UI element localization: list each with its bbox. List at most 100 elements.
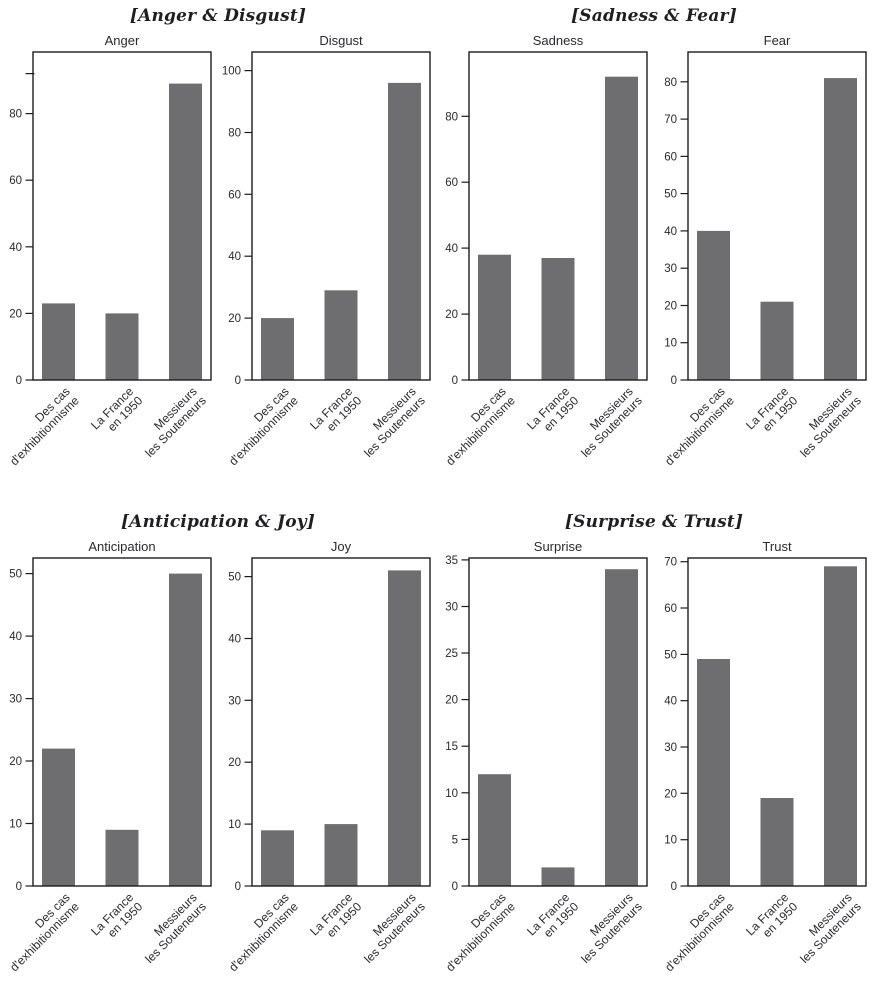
chart-group-surprise-trust: [Surprise & Trust] Surprise 0 5 10 15 20 25 30 3… <box>436 510 872 990</box>
x-category-label: Des casd'exhibitionnisme <box>0 384 82 468</box>
bar <box>760 798 793 886</box>
x-category-label: Des casd'exhibitionnisme <box>216 384 300 468</box>
bar <box>260 830 294 886</box>
x-category-label: Des casd'exhibitionnisme <box>216 890 300 974</box>
y-tick-label: 0 <box>451 881 457 893</box>
plot-border <box>686 557 867 887</box>
x-category-label: Des casd'exhibitionnisme <box>652 384 736 468</box>
y-tick-label: 60 <box>664 151 677 163</box>
plot-border <box>250 557 431 887</box>
x-category-label: Des casd'exhibitionnisme <box>652 890 736 974</box>
y-tick-label: 30 <box>664 742 677 754</box>
y-tick-label: 40 <box>664 696 677 708</box>
chart-title: Anticipation <box>88 539 155 554</box>
y-tick-label: 10 <box>9 819 22 831</box>
bar <box>168 83 202 380</box>
bar <box>387 570 421 886</box>
y-tick-label: 0 <box>670 881 676 893</box>
y-tick-label: 0 <box>15 375 21 387</box>
bar <box>41 748 75 886</box>
x-category-label: La Franceen 1950 <box>307 384 365 442</box>
bar <box>41 303 75 380</box>
bar-chart-fear: Fear 0 10 20 30 40 50 60 70 80 Des casd'exhibition… <box>658 32 870 484</box>
bar <box>324 290 357 380</box>
bar <box>696 659 730 886</box>
y-tick-label: 70 <box>664 557 677 569</box>
bar-chart-svg: Anger 0 20 40 60 80 Des casd'exhibitionnisme La… <box>0 33 212 468</box>
y-tick-label: 100 <box>221 66 240 78</box>
bar <box>604 569 638 886</box>
x-category-label: La Franceen 1950 <box>88 384 146 442</box>
chart-pair: Anticipation 0 10 20 30 40 50 Des casd'exhibiti… <box>0 538 436 990</box>
y-tick-label: 30 <box>664 263 677 275</box>
chart-title: Fear <box>763 33 790 48</box>
y-tick-label: 40 <box>228 251 241 263</box>
bar-chart-surprise: Surprise 0 5 10 15 20 25 30 35 Des casd'exhibitio… <box>439 538 651 990</box>
x-category-label: Messieursles Souteneurs <box>133 890 209 966</box>
bar <box>760 301 793 380</box>
bar <box>823 78 857 380</box>
plot-border <box>467 51 648 381</box>
y-tick-label: 80 <box>9 109 22 121</box>
x-category-label: La Franceen 1950 <box>524 890 582 948</box>
bar <box>105 829 138 886</box>
y-tick-label: 20 <box>228 313 241 325</box>
x-category-label: Messieursles Souteneurs <box>569 890 645 966</box>
x-category-label: La Franceen 1950 <box>524 384 582 442</box>
bar-chart-sadness: Sadness 0 20 40 60 80 Des casd'exhibitionnisme… <box>439 32 651 484</box>
chart-group-anger-disgust: [Anger & Disgust] Anger 0 20 40 60 80 Des casd… <box>0 4 436 484</box>
chart-pair: Surprise 0 5 10 15 20 25 30 35 Des casd'exhibitio… <box>436 538 872 990</box>
y-tick-label: 80 <box>445 111 458 123</box>
bar <box>477 254 511 380</box>
chart-title: Disgust <box>319 33 363 48</box>
y-tick-label: 35 <box>445 555 458 567</box>
y-tick-label: 80 <box>228 128 241 140</box>
y-tick-label: 40 <box>9 631 22 643</box>
y-tick-label: 10 <box>445 788 458 800</box>
chart-title: Surprise <box>533 539 581 554</box>
y-tick-label: 60 <box>664 603 677 615</box>
y-tick-label: 50 <box>228 572 241 584</box>
y-tick-label: 20 <box>228 757 241 769</box>
x-category-label: Messieursles Souteneurs <box>569 384 645 460</box>
bar-chart-svg: Anticipation 0 10 20 30 40 50 Des casd'exhibiti… <box>7 539 212 974</box>
y-tick-label: 20 <box>445 695 458 707</box>
y-tick-label: 60 <box>228 189 241 201</box>
y-tick-label: 60 <box>9 175 22 187</box>
plot-border <box>467 557 648 887</box>
chart-group-sadness-fear: [Sadness & Fear] Sadness 0 20 40 60 80 Des cas… <box>436 4 872 484</box>
x-category-label: Messieursles Souteneurs <box>133 384 209 460</box>
y-tick-label: 60 <box>445 177 458 189</box>
y-tick-label: 0 <box>234 881 240 893</box>
x-category-label: Des casd'exhibitionnisme <box>433 890 517 974</box>
bar <box>541 258 574 380</box>
x-category-label: Messieursles Souteneurs <box>352 890 428 966</box>
y-tick-label: 30 <box>9 694 22 706</box>
chart-title: Trust <box>762 539 792 554</box>
y-tick-label: 10 <box>664 338 677 350</box>
chart-pair: Anger 0 20 40 60 80 Des casd'exhibitionnisme La… <box>0 32 436 484</box>
y-tick-label: 20 <box>664 788 677 800</box>
y-tick-label: 50 <box>664 649 677 661</box>
y-tick-label: 30 <box>445 602 458 614</box>
bar <box>541 867 574 886</box>
group-title: [Surprise & Trust] <box>564 512 744 532</box>
group-title: [Sadness & Fear] <box>571 6 737 26</box>
x-category-label: La Franceen 1950 <box>743 890 801 948</box>
bar <box>604 76 638 380</box>
y-tick-label: 5 <box>451 834 457 846</box>
plot-border <box>31 557 212 887</box>
x-category-label: Messieursles Souteneurs <box>788 384 864 460</box>
y-tick-label: 10 <box>664 835 677 847</box>
y-tick-label: 20 <box>445 309 458 321</box>
y-tick-label: 50 <box>664 189 677 201</box>
y-tick-label: 0 <box>15 881 21 893</box>
bar <box>823 566 857 886</box>
y-tick-label: 40 <box>664 226 677 238</box>
y-tick-label: 40 <box>9 242 22 254</box>
